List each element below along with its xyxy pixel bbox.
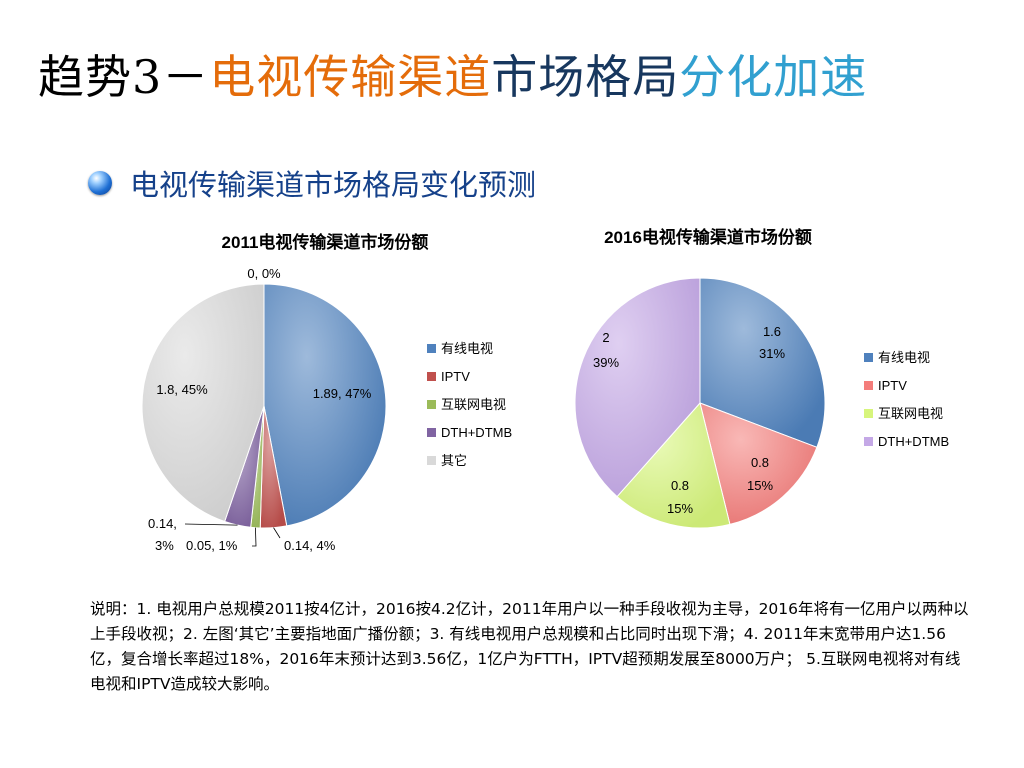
title-part-1: 趋势3－	[38, 50, 210, 104]
explanation-note: 说明：1. 电视用户总规模2011按4亿计，2016按4.2亿计，2011年用户…	[90, 600, 969, 693]
title-part-3: 市场格局	[491, 50, 680, 104]
chart-1-title: 2011电视传输渠道市场份额	[222, 232, 429, 252]
data-label-3a: 0.14,	[148, 516, 177, 531]
data-label-3b: 3%	[155, 538, 174, 553]
bullet-row: 电视传输渠道市场格局变化预测	[88, 162, 536, 204]
pie-slice-2-3	[574, 277, 701, 498]
pie2-percent-label-3: 39%	[593, 355, 619, 370]
legend-label-4: 其它	[441, 453, 467, 468]
legend-swatch-1	[427, 372, 436, 381]
legend-swatch-0	[427, 344, 436, 353]
data-label-2: 0.05, 1%	[186, 538, 238, 553]
legend2-swatch-1	[864, 381, 873, 390]
legend2-label-1: IPTV	[878, 378, 907, 393]
pie2-value-label-1: 0.8	[751, 455, 769, 470]
title-part-2: 电视传输渠道	[209, 50, 492, 104]
data-label-zero: 0, 0%	[247, 266, 281, 281]
data-label-1: 0.14, 4%	[284, 538, 336, 553]
legend-label-1: IPTV	[441, 369, 470, 384]
legend-label-2: 互联网电视	[441, 397, 506, 412]
legend2-swatch-3	[864, 437, 873, 446]
pie2-percent-label-2: 15%	[667, 501, 693, 516]
pie-slice-2-1	[699, 402, 818, 525]
legend-label-0: 有线电视	[441, 341, 493, 356]
legend2-swatch-2	[864, 409, 873, 418]
legend-label-3: DTH+DTMB	[441, 425, 512, 440]
pie2-value-label-2: 0.8	[671, 478, 689, 493]
legend2-label-3: DTH+DTMB	[878, 434, 949, 449]
legend-swatch-4	[427, 456, 436, 465]
leader-line-3	[184, 523, 238, 526]
bullet-sphere-icon	[88, 171, 112, 195]
legend-swatch-3	[427, 428, 436, 437]
legend-swatch-2	[427, 400, 436, 409]
chart-2011-pie: 2011电视传输渠道市场份额 0, 0% 1.89, 47% 1.8, 45% 0.14…	[141, 227, 949, 553]
leader-line-2	[252, 527, 257, 547]
page-title: 趋势3－电视传输渠道市场格局分化加速	[38, 52, 867, 103]
legend2-label-0: 有线电视	[878, 350, 930, 365]
pie-slice-2-0	[699, 277, 826, 448]
pie2-percent-label-1: 15%	[747, 478, 773, 493]
legend2-label-2: 互联网电视	[878, 406, 943, 421]
title-part-4: 分化加速	[679, 50, 868, 104]
pie2-value-label-0: 1.6	[763, 324, 781, 339]
data-label-0: 1.89, 47%	[313, 386, 372, 401]
pie-slice-1-0	[263, 283, 387, 527]
bullet-text: 电视传输渠道市场格局变化预测	[130, 168, 537, 202]
pie-slice-1-4	[141, 283, 265, 523]
chart-2-title: 2016电视传输渠道市场份额	[604, 227, 812, 247]
pie2-percent-label-0: 31%	[759, 346, 785, 361]
pie2-value-label-3: 2	[602, 330, 609, 345]
legend2-swatch-0	[864, 353, 873, 362]
leader-line-1	[273, 527, 281, 539]
pie-slice-2-2	[616, 401, 731, 529]
data-label-4: 1.8, 45%	[156, 382, 208, 397]
